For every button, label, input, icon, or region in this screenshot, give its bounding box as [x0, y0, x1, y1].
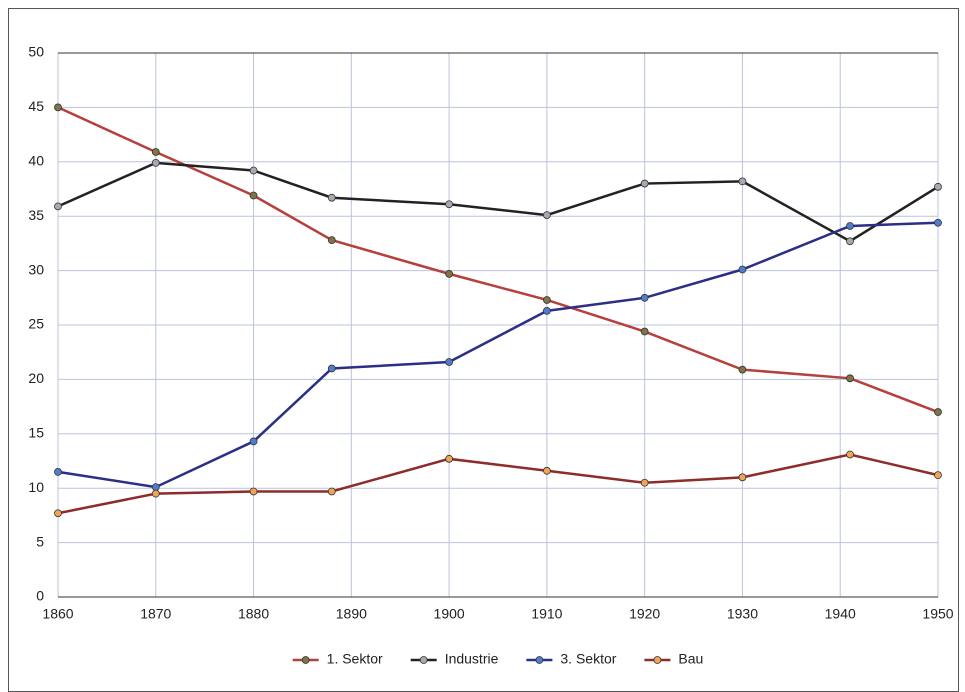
data-point: [934, 471, 942, 480]
x-tick-label: 1940: [825, 606, 856, 622]
data-point: [151, 158, 160, 167]
x-tick-label: 1880: [238, 606, 269, 622]
data-point: [54, 202, 62, 211]
data-point: [151, 489, 160, 498]
legend: 1. Sektor Industrie 3. Sektor Bau: [292, 651, 703, 667]
data-point: [640, 327, 649, 336]
data-point: [640, 293, 649, 302]
data-point: [738, 177, 747, 186]
data-point: [738, 365, 747, 374]
data-point: [445, 200, 454, 209]
data-point: [445, 269, 454, 278]
legend-label: 1. Sektor: [327, 651, 383, 667]
series-line: [57, 161, 939, 243]
data-point: [542, 306, 551, 315]
legend-marker: [419, 656, 428, 664]
data-point: [54, 103, 62, 112]
data-point: [542, 466, 551, 475]
data-point: [54, 467, 62, 476]
series-line: [57, 106, 939, 414]
x-tick-label: 1860: [42, 606, 73, 622]
data-point: [738, 473, 747, 482]
legend-marker: [301, 656, 310, 664]
data-point: [249, 166, 258, 175]
data-point: [934, 218, 942, 227]
data-point: [640, 179, 649, 188]
data-point: [249, 191, 258, 200]
x-tick-label: 1890: [336, 606, 367, 622]
data-point: [542, 211, 551, 220]
x-tick-label: 1900: [434, 606, 465, 622]
data-point: [54, 509, 62, 518]
data-point: [640, 478, 649, 487]
y-tick-label: 20: [28, 370, 44, 386]
x-tick-label: 1870: [140, 606, 171, 622]
y-tick-label: 15: [28, 425, 44, 441]
data-point: [327, 487, 336, 496]
series-line: [57, 221, 939, 489]
legend-label: Industrie: [445, 651, 499, 667]
y-tick-label: 0: [36, 588, 44, 604]
y-tick-label: 45: [28, 98, 44, 114]
data-point: [738, 265, 747, 274]
data-point: [249, 437, 258, 446]
data-point: [846, 450, 854, 459]
y-tick-label: 35: [28, 207, 44, 223]
y-tick-label: 30: [28, 261, 44, 277]
x-tick-label: 1920: [629, 606, 660, 622]
series-line: [57, 453, 939, 515]
data-point: [934, 408, 942, 416]
y-tick-label: 10: [28, 479, 44, 495]
data-point: [445, 454, 454, 463]
x-tick-label: 1930: [727, 606, 758, 622]
data-point: [846, 237, 854, 246]
legend-marker: [653, 656, 662, 664]
legend-label: 3. Sektor: [560, 651, 616, 667]
data-point: [327, 193, 336, 202]
data-point: [934, 182, 942, 191]
x-tick-label: 1950: [922, 606, 953, 622]
data-point: [846, 374, 854, 383]
data-point: [327, 236, 336, 245]
frame: [8, 8, 959, 692]
y-tick-label: 5: [36, 533, 44, 549]
legend-marker: [535, 656, 544, 664]
y-tick-label: 25: [28, 316, 44, 332]
data-point: [327, 364, 336, 373]
y-tick-label: 40: [28, 153, 44, 169]
data-point: [542, 296, 551, 304]
data-point: [249, 487, 258, 496]
legend-label: Bau: [678, 651, 703, 667]
data-point: [445, 358, 454, 366]
y-tick-label: 50: [28, 44, 44, 60]
data-point: [151, 483, 160, 492]
data-point: [151, 148, 160, 156]
data-point: [846, 222, 854, 230]
x-tick-label: 1910: [531, 606, 562, 622]
